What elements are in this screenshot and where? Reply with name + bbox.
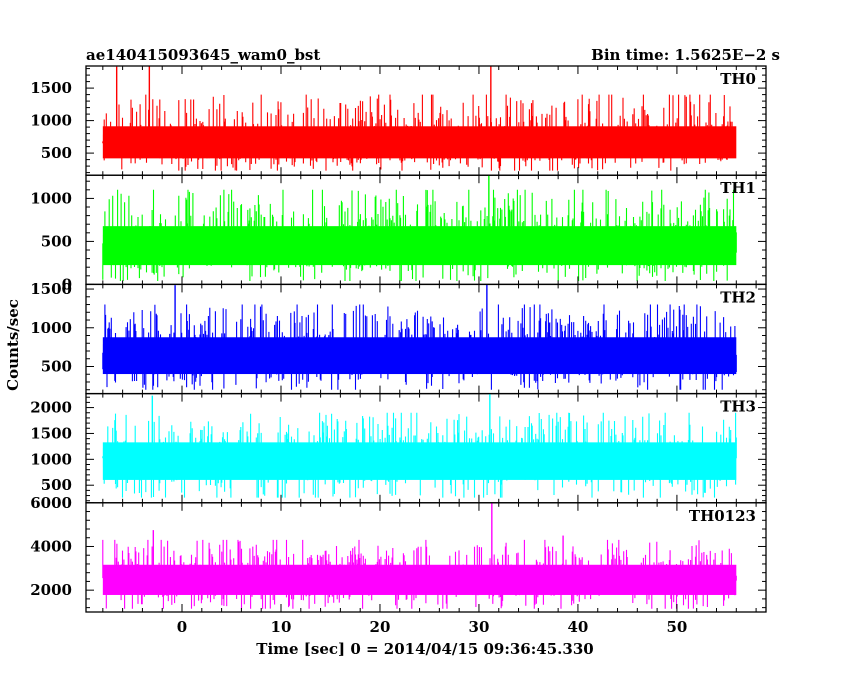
y-tick-label-th1: 0 xyxy=(62,275,72,293)
panel-label-th0123: TH0123 xyxy=(689,507,756,525)
panel-th0: 500 1000 1500 TH0 xyxy=(30,65,767,176)
y-tick-label-th3: 500 xyxy=(41,476,72,494)
panel-th3: 500 1000 1500 2000 TH3 xyxy=(30,392,767,504)
x-tick-label: 0 xyxy=(177,618,187,636)
plot-title: ae140415093645_wam0_bst xyxy=(86,46,320,64)
y-tick-label-th0: 500 xyxy=(41,144,72,162)
trace-band-th1 xyxy=(102,226,737,266)
y-tick-label-th2: 1000 xyxy=(30,319,72,337)
y-tick-label-th2: 500 xyxy=(41,357,72,375)
panel-label-th2: TH2 xyxy=(720,288,756,306)
y-tick-label-th0123: 2000 xyxy=(30,581,72,599)
trace-band-th3 xyxy=(102,442,737,480)
trace-band-th2 xyxy=(102,337,737,375)
panel-label-th1: TH1 xyxy=(720,179,756,197)
x-tick-label: 20 xyxy=(370,618,391,636)
y-tick-label-th2: 1500 xyxy=(30,280,72,298)
x-tick-label: 50 xyxy=(666,618,687,636)
y-tick-label-th3: 1000 xyxy=(30,450,72,468)
trace-band-th0 xyxy=(102,126,737,159)
x-axis-label: Time [sec] 0 = 2014/04/15 09:36:45.330 xyxy=(256,640,593,658)
trace-band-th0123 xyxy=(102,564,737,595)
y-tick-label-th0123: 6000 xyxy=(30,494,72,512)
panel-label-th3: TH3 xyxy=(720,398,756,416)
y-tick-label-th0: 1500 xyxy=(30,79,72,97)
bin-time-label: Bin time: 1.5625E−2 s xyxy=(591,46,780,64)
y-tick-label-th0123: 4000 xyxy=(30,537,72,555)
y-tick-label-th0: 1000 xyxy=(30,112,72,130)
panel-frame-th0123 xyxy=(85,502,767,613)
x-axis: 0 10 20 30 40 50 xyxy=(177,618,688,636)
panel-label-th0: TH0 xyxy=(720,70,756,88)
panel-th0123: 2000 4000 6000 TH0123 xyxy=(30,494,767,613)
y-tick-label-th3: 2000 xyxy=(30,399,72,417)
panel-th1: 0 500 1000 TH1 xyxy=(30,174,767,293)
x-tick-label: 30 xyxy=(469,618,490,636)
x-tick-label: 10 xyxy=(271,618,292,636)
y-axis-label: Counts/sec xyxy=(4,299,22,391)
y-tick-label-th1: 1000 xyxy=(30,189,72,207)
panel-th2: 500 1000 1500 TH2 xyxy=(30,280,767,395)
y-tick-label-th1: 500 xyxy=(41,232,72,250)
y-tick-label-th3: 1500 xyxy=(30,424,72,442)
x-tick-label: 40 xyxy=(567,618,588,636)
